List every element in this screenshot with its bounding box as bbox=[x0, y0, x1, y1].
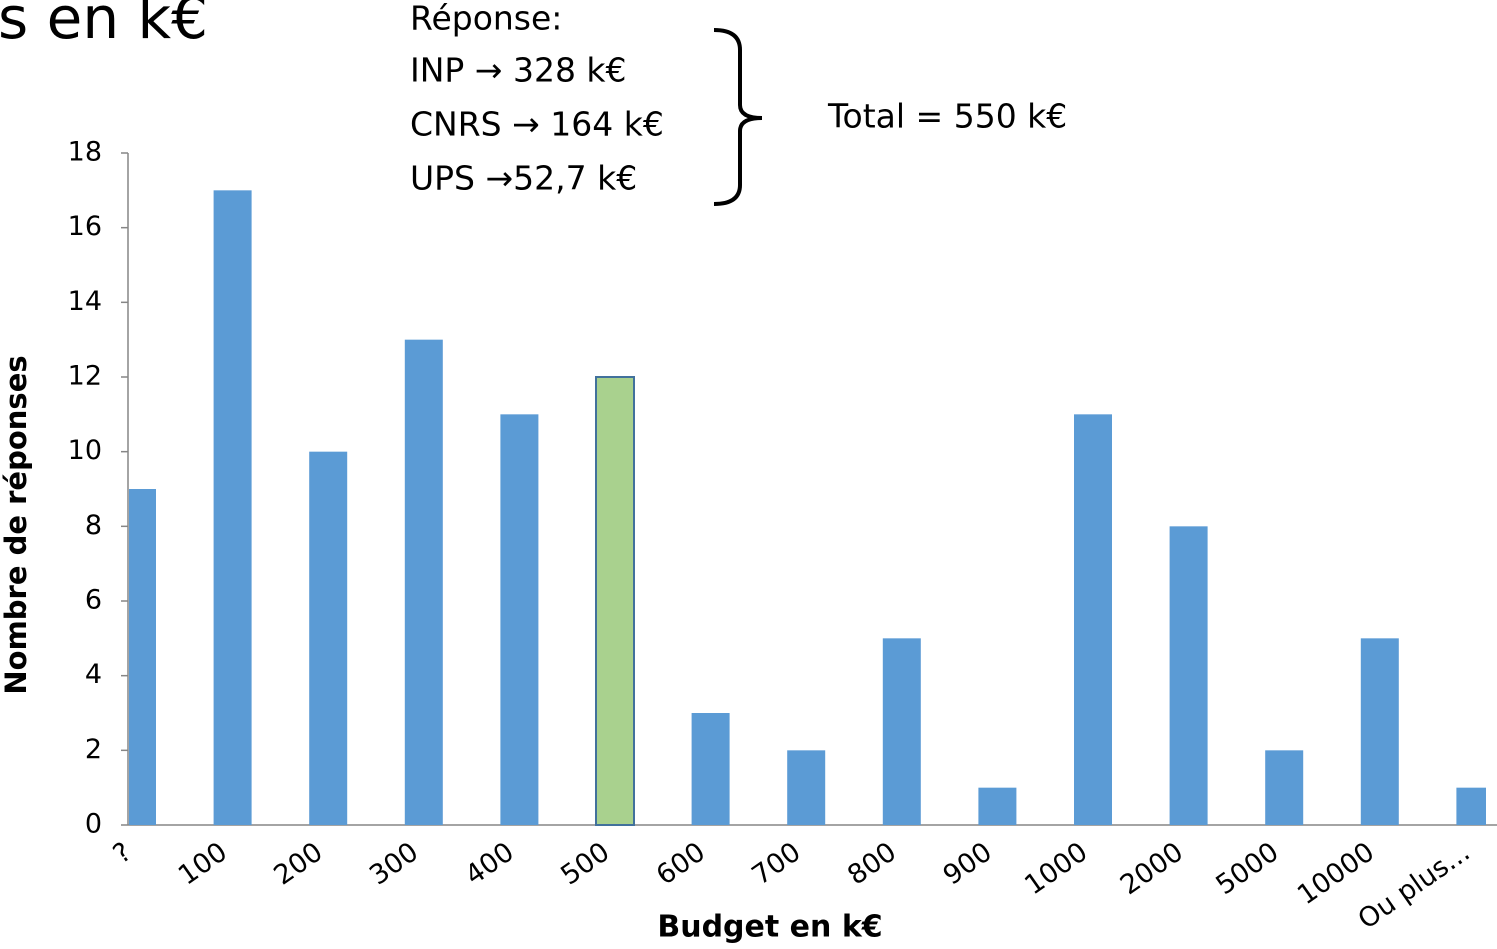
bar bbox=[882, 638, 921, 825]
brace bbox=[713, 28, 763, 206]
x-tick-label: 100 bbox=[173, 836, 233, 891]
x-tick-label: 5000 bbox=[1210, 836, 1284, 901]
y-tick-label: 18 bbox=[68, 137, 102, 168]
chart-title: s en k€ bbox=[0, 0, 208, 52]
bar bbox=[1456, 787, 1486, 825]
x-tick-label: 300 bbox=[364, 836, 424, 891]
y-tick-label: 2 bbox=[85, 734, 102, 765]
y-tick-label: 16 bbox=[68, 211, 102, 242]
y-tick-label: 10 bbox=[68, 435, 102, 466]
y-tick-label: 14 bbox=[68, 286, 102, 317]
bar bbox=[787, 750, 826, 825]
x-tick-label: 500 bbox=[555, 836, 615, 891]
bar bbox=[978, 787, 1017, 825]
bar bbox=[1360, 638, 1399, 825]
annotation: UPS →52,7 k€ bbox=[410, 159, 637, 198]
bar bbox=[1169, 526, 1208, 825]
y-axis-title: Nombre de réponses bbox=[0, 355, 33, 694]
x-tick-label: 1000 bbox=[1019, 836, 1093, 901]
bar bbox=[691, 713, 730, 825]
x-tick-label: 800 bbox=[842, 836, 902, 891]
total-annotation: Total = 550 k€ bbox=[827, 97, 1067, 136]
x-tick-label: ? bbox=[108, 836, 138, 870]
y-tick-label: 6 bbox=[85, 585, 102, 616]
annotation: INP → 328 k€ bbox=[410, 51, 627, 90]
x-tick-label: 200 bbox=[269, 836, 329, 891]
y-tick-label: 8 bbox=[85, 510, 102, 541]
x-tick-label: 700 bbox=[747, 836, 807, 891]
annotation: Réponse: bbox=[410, 0, 562, 38]
y-tick-label: 4 bbox=[85, 659, 102, 690]
y-tick-label: 0 bbox=[85, 809, 102, 840]
annotation: CNRS → 164 k€ bbox=[410, 105, 664, 144]
plot-area bbox=[129, 190, 1486, 826]
bar bbox=[129, 489, 156, 825]
x-tick-label: 400 bbox=[460, 836, 520, 891]
bar bbox=[404, 339, 443, 825]
x-tick-label: 600 bbox=[651, 836, 711, 891]
x-tick-label: 900 bbox=[938, 836, 998, 891]
bar bbox=[213, 190, 252, 826]
bar bbox=[595, 376, 635, 826]
x-tick-label: 2000 bbox=[1115, 836, 1189, 901]
bar bbox=[500, 414, 539, 825]
y-tick-label: 12 bbox=[68, 361, 102, 392]
x-axis-title: Budget en k€ bbox=[657, 910, 882, 945]
bar bbox=[1265, 750, 1304, 825]
bar bbox=[309, 451, 348, 825]
bar bbox=[1074, 414, 1112, 825]
